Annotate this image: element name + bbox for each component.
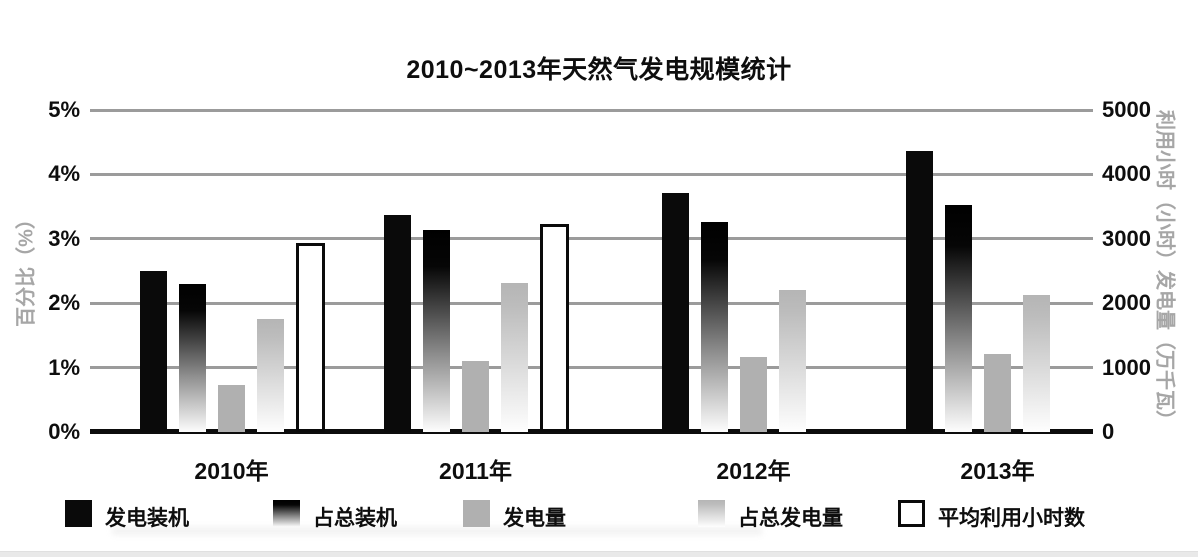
- right-axis-tick-label: 2000: [1102, 290, 1151, 316]
- gridline: [90, 366, 1093, 370]
- bar-发电量: [218, 385, 245, 432]
- gridline: [90, 301, 1093, 305]
- bar-平均利用小时数: [540, 224, 569, 432]
- bar-占总装机: [701, 222, 728, 432]
- legend-swatch-solid-black: [65, 500, 92, 527]
- x-axis-category-label: 2011年: [439, 458, 512, 484]
- left-axis-tick-label: 3%: [48, 225, 80, 251]
- bar-发电装机: [662, 193, 689, 432]
- right-axis-title: 利用小时（小时）发电量（万千瓦）: [1153, 110, 1176, 430]
- bar-发电装机: [384, 215, 411, 432]
- bar-占总装机: [179, 284, 206, 432]
- faint-artifact-strip: [112, 527, 762, 535]
- x-axis-baseline: [90, 429, 1093, 434]
- left-axis-tick-label: 0%: [48, 419, 80, 444]
- bar-占总装机: [945, 205, 972, 432]
- bar-占总发电量: [1023, 295, 1050, 432]
- legend-label: 占总发电量: [738, 507, 843, 530]
- gridline: [90, 108, 1093, 112]
- bar-发电量: [984, 354, 1011, 432]
- bar-发电装机: [906, 151, 933, 432]
- gridline: [90, 172, 1093, 176]
- left-axis-tick-label: 4%: [48, 161, 80, 187]
- bar-平均利用小时数: [296, 243, 325, 432]
- x-axis-category-label: 2012年: [716, 458, 791, 484]
- x-axis-category-label: 2013年: [960, 458, 1035, 484]
- left-axis-tick-label: 2%: [48, 290, 80, 316]
- bar-占总发电量: [257, 319, 284, 432]
- gridline: [90, 237, 1093, 241]
- right-axis-tick-label: 0: [1102, 419, 1115, 444]
- legend-label: 平均利用小时数: [938, 507, 1085, 530]
- bar-发电装机: [140, 271, 167, 432]
- right-axis-tick-label: 4000: [1102, 161, 1151, 187]
- x-axis-category-label: 2010年: [194, 458, 269, 484]
- legend-label: 发电量: [503, 507, 566, 530]
- legend-swatch-white-outline: [898, 500, 925, 527]
- bar-占总发电量: [779, 290, 806, 432]
- bar-占总装机: [423, 230, 450, 432]
- right-axis-tick-label: 5000: [1102, 97, 1151, 122]
- bar-发电量: [740, 357, 767, 432]
- plot-area: [90, 108, 1093, 434]
- left-axis-tick-label: 5%: [48, 97, 80, 122]
- legend-swatch-solid-gray: [463, 500, 490, 527]
- legend-swatch-gray-gradient: [698, 500, 725, 527]
- right-axis-tick-label: 3000: [1102, 225, 1151, 251]
- bar-发电量: [462, 361, 489, 432]
- legend-swatch-black-gradient: [273, 500, 300, 527]
- legend-label: 占总装机: [313, 507, 397, 530]
- left-axis-tick-label: 1%: [48, 354, 80, 380]
- bottom-edge-strip: [0, 551, 1198, 557]
- bar-占总发电量: [501, 283, 528, 432]
- chart-title: 2010~2013年天然气发电规模统计: [406, 56, 792, 84]
- legend-label: 发电装机: [105, 507, 189, 530]
- right-axis-tick-label: 1000: [1102, 354, 1151, 380]
